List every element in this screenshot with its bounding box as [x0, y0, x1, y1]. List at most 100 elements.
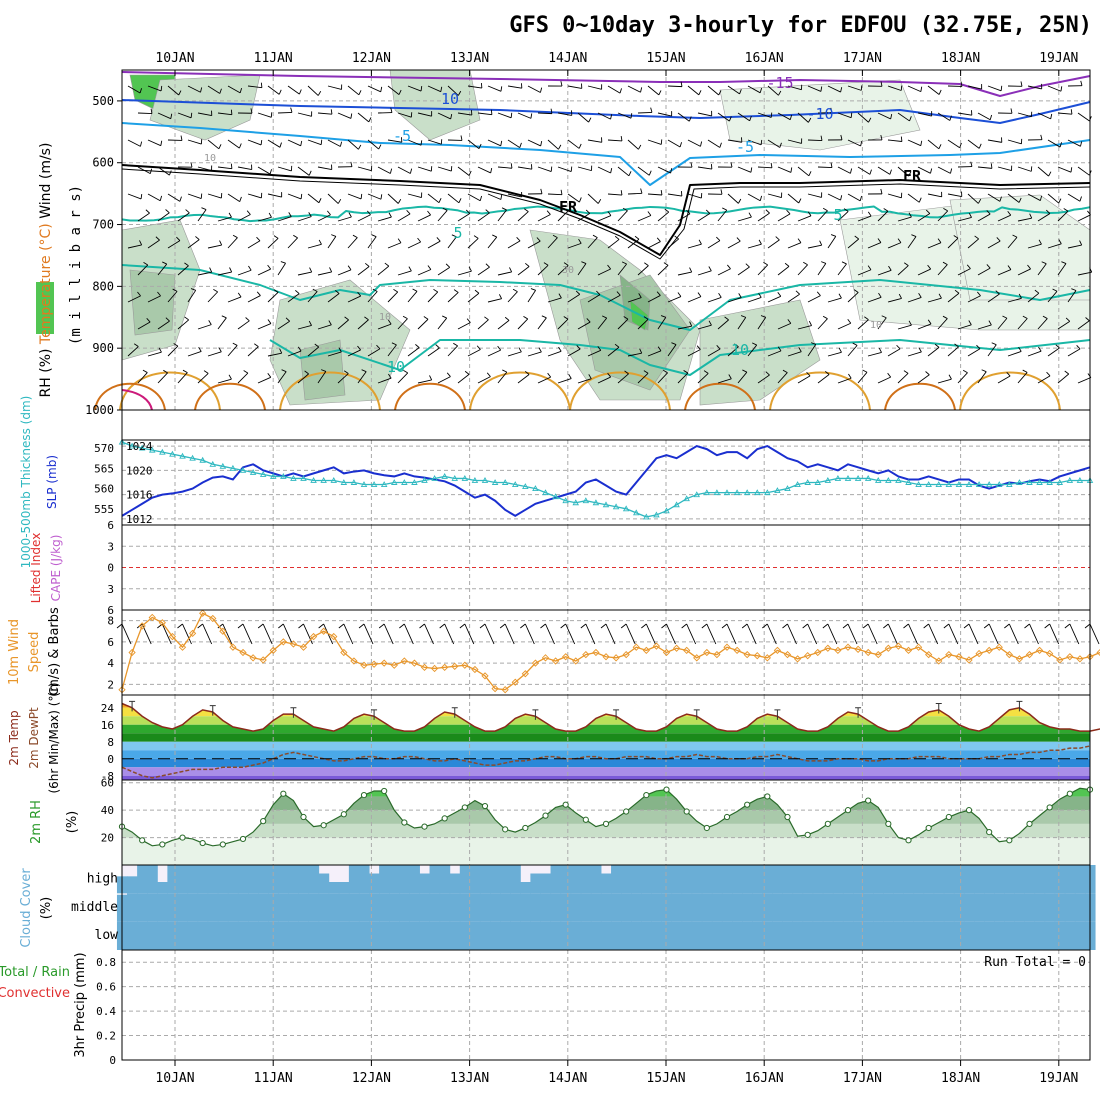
cloud-bar — [127, 893, 138, 922]
wind-barb — [917, 166, 931, 174]
cloud-bar — [389, 921, 400, 950]
wind-barb — [857, 319, 869, 330]
wind-barb — [453, 289, 459, 293]
wind-barb — [517, 211, 529, 222]
wind-speed-point — [461, 661, 469, 669]
wind-barb — [184, 316, 189, 321]
thickness-point — [441, 473, 448, 479]
pressure-tick-label: 700 — [92, 218, 114, 232]
wind-barb — [563, 316, 569, 320]
cloud-bar — [459, 893, 471, 922]
wind-barb — [900, 136, 903, 142]
wind-barb — [550, 108, 553, 114]
wind-barb — [547, 139, 559, 150]
wind-barb — [407, 139, 422, 146]
wind-barb — [967, 193, 979, 204]
cloud-bar — [358, 865, 370, 894]
wind-barb — [616, 291, 621, 296]
wind-barb — [567, 242, 582, 249]
rh-band — [122, 837, 1090, 865]
surface-wind-barb — [459, 623, 466, 629]
contour-label: -5 — [736, 138, 754, 156]
wind-speed-point — [602, 653, 610, 661]
wind-barb — [417, 379, 432, 384]
wind-barb — [157, 166, 170, 176]
contour-label: -15 — [766, 74, 793, 92]
pressure-tick-label: 800 — [92, 279, 114, 293]
wind-barb — [177, 212, 190, 222]
cloud-bar — [974, 921, 985, 950]
cloud-bar — [1034, 893, 1046, 922]
wind-barb — [957, 372, 968, 384]
wind-barb — [974, 235, 979, 240]
cloud-bar — [288, 893, 299, 922]
cloud-ylabel: (%) — [39, 897, 54, 920]
wind-speed-point — [814, 648, 822, 657]
wind-barb — [850, 168, 853, 174]
wind-barb — [938, 89, 942, 95]
isotherm-20 — [884, 382, 956, 411]
wind-barb — [227, 85, 241, 94]
cloud-bar — [1054, 865, 1066, 894]
wind-barb — [417, 214, 431, 222]
wind-barb — [347, 193, 362, 200]
thickness-point — [1076, 477, 1084, 483]
rh-band — [122, 796, 1090, 811]
cloud-bar — [530, 921, 541, 950]
rh-band-rect — [122, 796, 1090, 811]
wind-barb — [228, 212, 232, 218]
wind-barb — [300, 193, 303, 199]
cloud-bar — [621, 865, 632, 894]
rh-point — [885, 820, 892, 827]
wind-barb — [995, 290, 1000, 295]
wind-speed-point — [521, 670, 529, 678]
wind-barb — [1057, 112, 1072, 115]
wind-barb — [187, 193, 202, 199]
thickness-point — [451, 475, 459, 481]
cloud-bar — [248, 921, 259, 950]
wind-barb — [197, 112, 212, 117]
rh-ylabel: 2m RH — [29, 800, 44, 844]
cloud-bar — [701, 893, 713, 922]
wind-barb — [440, 86, 443, 92]
slp-tick-label: 1020 — [126, 464, 153, 477]
wind-barb — [840, 195, 843, 201]
rh-point — [683, 808, 690, 815]
wind-barb — [337, 319, 349, 330]
cloud-bar — [802, 921, 814, 950]
wind-speed-point — [451, 662, 459, 670]
surface-wind-barb — [303, 623, 313, 645]
wind-barb — [486, 372, 491, 377]
cloud-bar — [1024, 893, 1036, 922]
upper-outer-frame — [121, 69, 1091, 441]
thickness-point — [320, 477, 327, 483]
wind-barb — [497, 271, 512, 276]
upper-ylabel-units-text: (m i l l i b a r s) — [68, 185, 84, 345]
wind-barb — [767, 139, 781, 148]
thickness-point — [602, 501, 610, 508]
wind-barb — [824, 370, 830, 375]
cloud-bar — [560, 865, 572, 894]
wind-barb — [207, 244, 222, 249]
cloud-bar — [278, 893, 289, 922]
thickness-point — [350, 479, 358, 485]
cloud-bar — [600, 921, 612, 950]
wind-barb — [317, 166, 332, 170]
surface-wind-barb — [424, 623, 434, 645]
labels-layer: 10JAN10JAN11JAN11JAN12JAN12JAN13JAN13JAN… — [0, 51, 1086, 1086]
wind-speed-point — [793, 655, 802, 663]
wind-barb — [147, 351, 162, 357]
wind-barb — [547, 350, 562, 357]
wind-barb — [567, 85, 582, 89]
wind-barb — [687, 85, 700, 96]
wind-barb — [997, 269, 1012, 276]
cloud-bar — [1004, 921, 1015, 950]
rh-shading — [149, 74, 261, 141]
wind-barb — [563, 208, 569, 212]
temp-ylabel: 2m DewPt — [27, 707, 41, 769]
rh-point — [1006, 837, 1013, 844]
wind-barb — [485, 209, 490, 214]
cloud-bar — [711, 921, 723, 950]
cloud-bar — [762, 865, 773, 894]
wind-barb — [512, 288, 518, 293]
